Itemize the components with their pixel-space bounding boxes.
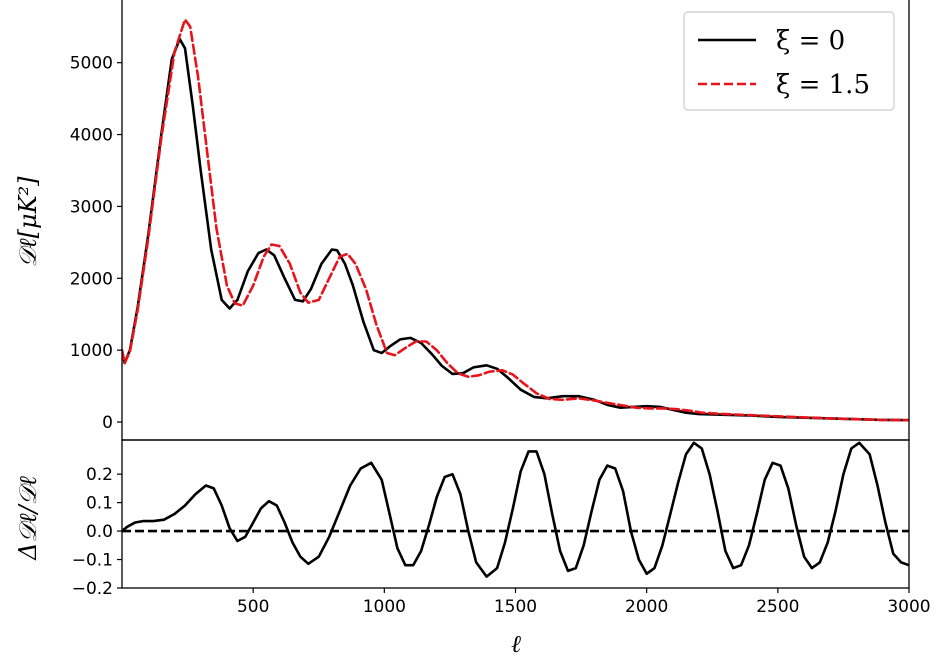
bottom-x-tick-label: 500 bbox=[237, 597, 269, 617]
top-y-tick-label: 5000 bbox=[70, 54, 113, 74]
top-plot-area bbox=[122, 18, 909, 422]
top-series-1 bbox=[122, 18, 909, 422]
bottom-y-tick-label: −0.2 bbox=[72, 579, 113, 599]
x-axis-label: ℓ bbox=[511, 630, 521, 658]
top-y-tick-label: 3000 bbox=[70, 197, 113, 217]
bottom-panel: −0.2 −0.1 0.0 0.1 0.2 500 1000 1500 2000 2500 3000 bbox=[72, 439, 931, 617]
y-axis-label-bottom: Δ𝒟ℓ/𝒟ℓ bbox=[14, 476, 42, 561]
top-y-tick-label: 2000 bbox=[70, 269, 113, 289]
bottom-y-tick-label: −0.1 bbox=[72, 551, 113, 571]
bottom-y-tick-label: 0.1 bbox=[86, 494, 113, 514]
top-y-tick-label: 1000 bbox=[70, 341, 113, 361]
bottom-series-0 bbox=[122, 441, 909, 578]
legend-box bbox=[683, 11, 895, 111]
legend-entry-0: ξ = 0 bbox=[776, 26, 845, 56]
legend: ξ = 0 ξ = 1.5 bbox=[683, 11, 895, 111]
bottom-x-tick-label: 2500 bbox=[756, 597, 799, 617]
bottom-x-tick-label: 1000 bbox=[363, 597, 406, 617]
bottom-plot-area bbox=[122, 441, 909, 578]
bottom-frame bbox=[121, 439, 910, 589]
bottom-y-tick-label: 0.2 bbox=[86, 465, 113, 485]
top-y-tick-label: 4000 bbox=[70, 126, 113, 146]
y-axis-label-top: 𝒟ℓ[μK²] bbox=[14, 176, 42, 268]
bottom-x-tick-label: 2000 bbox=[625, 597, 668, 617]
top-y-tick-label: 0 bbox=[102, 413, 113, 433]
top-panel: 0 1000 2000 3000 4000 5000 bbox=[70, 0, 910, 441]
bottom-y-tick-label: 0.0 bbox=[86, 522, 113, 542]
bottom-x-tick-label: 3000 bbox=[887, 597, 930, 617]
legend-entry-1: ξ = 1.5 bbox=[776, 70, 870, 100]
bottom-x-tick-label: 1500 bbox=[494, 597, 537, 617]
